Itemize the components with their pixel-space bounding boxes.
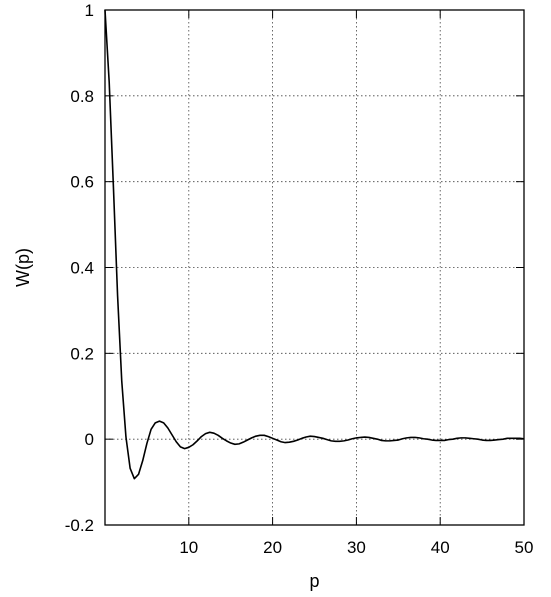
- x-axis-label: p: [309, 571, 319, 591]
- x-tick-label: 40: [431, 538, 450, 557]
- tick-labels: 10 20 30 40 50 -0.2 0 0.2 0.4 0.6 0.8 1: [65, 1, 534, 557]
- x-tick-label: 30: [347, 538, 366, 557]
- x-tick-label: 20: [263, 538, 282, 557]
- series-line: [104, 9, 525, 480]
- plot-frame: [104, 9, 525, 526]
- y-tick-label: 0.4: [70, 259, 94, 278]
- y-tick-label: 0.2: [70, 344, 94, 363]
- y-tick-label: 0: [85, 430, 94, 449]
- y-tick-label: 0.6: [70, 173, 94, 192]
- y-tick-label: -0.2: [65, 516, 94, 535]
- series-layer: [104, 9, 525, 480]
- y-tick-label: 0.8: [70, 87, 94, 106]
- x-tick-label: 50: [515, 538, 534, 557]
- x-tick-label: 10: [179, 538, 198, 557]
- y-tick-label: 1: [85, 1, 94, 20]
- y-axis-label: W(p): [13, 248, 33, 287]
